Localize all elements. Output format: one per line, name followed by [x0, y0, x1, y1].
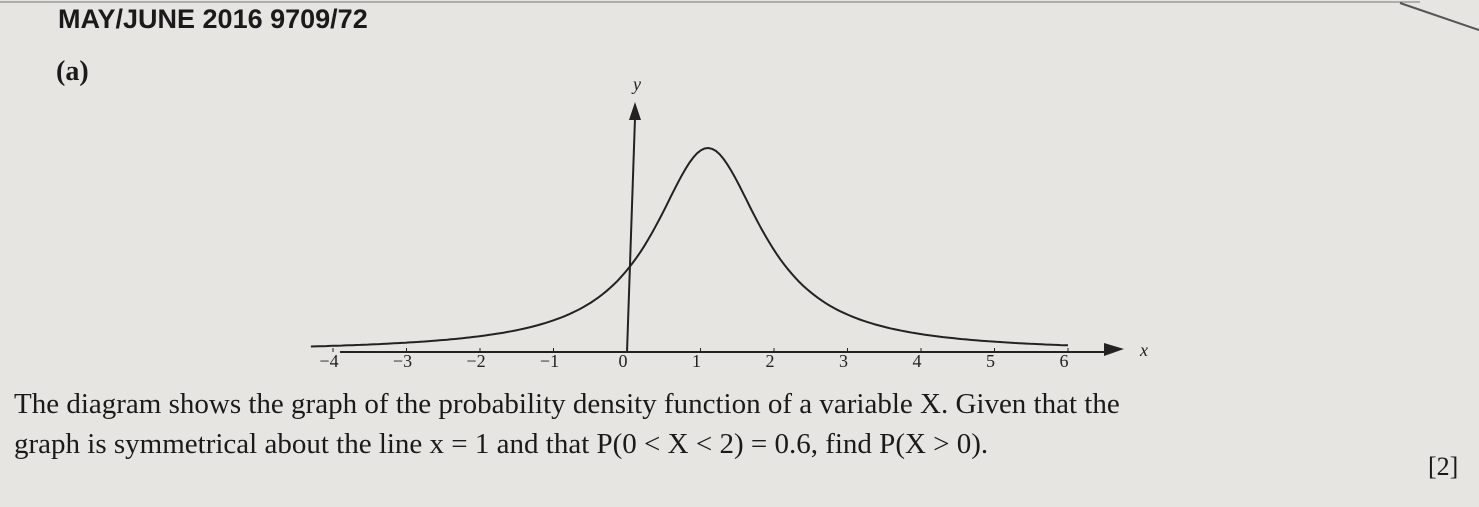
- x-axis-label: x: [1139, 340, 1148, 360]
- rule: [1399, 2, 1479, 31]
- x-tick-label: 0: [619, 351, 628, 371]
- x-tick-label: 1: [692, 351, 701, 371]
- x-tick-label: −3: [393, 351, 412, 371]
- x-tick-label: 2: [766, 351, 775, 371]
- y-axis-label: y: [631, 74, 641, 94]
- y-arrow: [629, 102, 641, 120]
- x-tick-label: 5: [986, 351, 995, 371]
- question-line: The diagram shows the graph of the proba…: [14, 388, 1120, 420]
- x-tick-label: −1: [540, 351, 559, 371]
- x-tick-label: −4: [319, 351, 338, 371]
- question-line: graph is symmetrical about the line x = …: [14, 428, 989, 460]
- pdf-curve: [310, 146, 1069, 348]
- x-tick-label: −2: [466, 351, 485, 371]
- x-tick-label: 6: [1060, 351, 1069, 371]
- marks: [2]: [1428, 452, 1459, 481]
- header-title: MAY/JUNE 2016 9709/72: [58, 4, 368, 34]
- x-tick-label: 3: [839, 351, 848, 371]
- x-tick-label: 4: [913, 351, 922, 371]
- x-arrow: [1104, 343, 1124, 356]
- y-axis: [626, 117, 636, 353]
- part-label: (a): [56, 56, 89, 87]
